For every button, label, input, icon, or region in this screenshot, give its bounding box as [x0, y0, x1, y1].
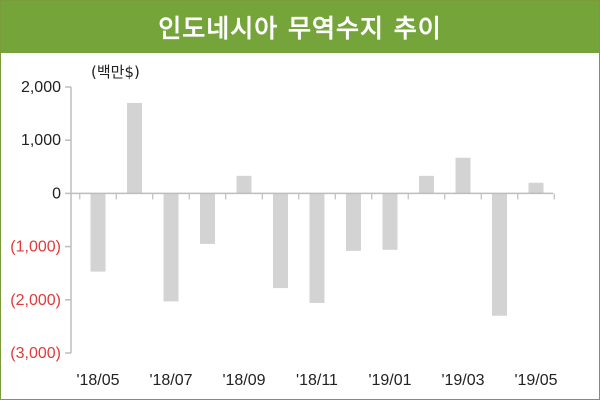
bar: [492, 193, 507, 316]
bar: [273, 193, 288, 289]
bar-chart: (백만$) 2,000 1,000 0 (1,000) (2,000) (3,000) '18…: [10, 63, 557, 389]
y-tick-label: 0: [52, 185, 61, 202]
bar: [455, 157, 471, 194]
y-tick-label: (3,000): [10, 345, 61, 362]
bar: [309, 193, 325, 303]
x-tick-label: '19/01: [368, 372, 411, 389]
x-tick-label: '18/05: [76, 372, 119, 389]
x-tick-label: '18/11: [296, 372, 338, 389]
bar: [127, 102, 142, 194]
bar: [200, 193, 215, 244]
bar: [528, 182, 544, 194]
unit-label: (백만$): [91, 63, 140, 81]
x-tick-label: '19/05: [514, 372, 557, 389]
y-tick-label: (2,000): [10, 292, 61, 309]
bar: [236, 175, 252, 194]
y-tick-label: (1,000): [10, 239, 61, 256]
bar: [163, 193, 179, 302]
bar: [90, 193, 106, 272]
chart-title: 인도네시아 무역수지 추이: [1, 1, 599, 53]
bar: [346, 193, 361, 251]
y-tick-label: 1,000: [21, 132, 61, 149]
x-tick-label: '18/09: [222, 372, 265, 389]
bar: [419, 175, 434, 194]
bar: [382, 193, 398, 250]
y-tick-label: 2,000: [21, 79, 61, 96]
x-tick-label: '19/03: [441, 372, 484, 389]
x-tick-label: '18/07: [149, 372, 192, 389]
